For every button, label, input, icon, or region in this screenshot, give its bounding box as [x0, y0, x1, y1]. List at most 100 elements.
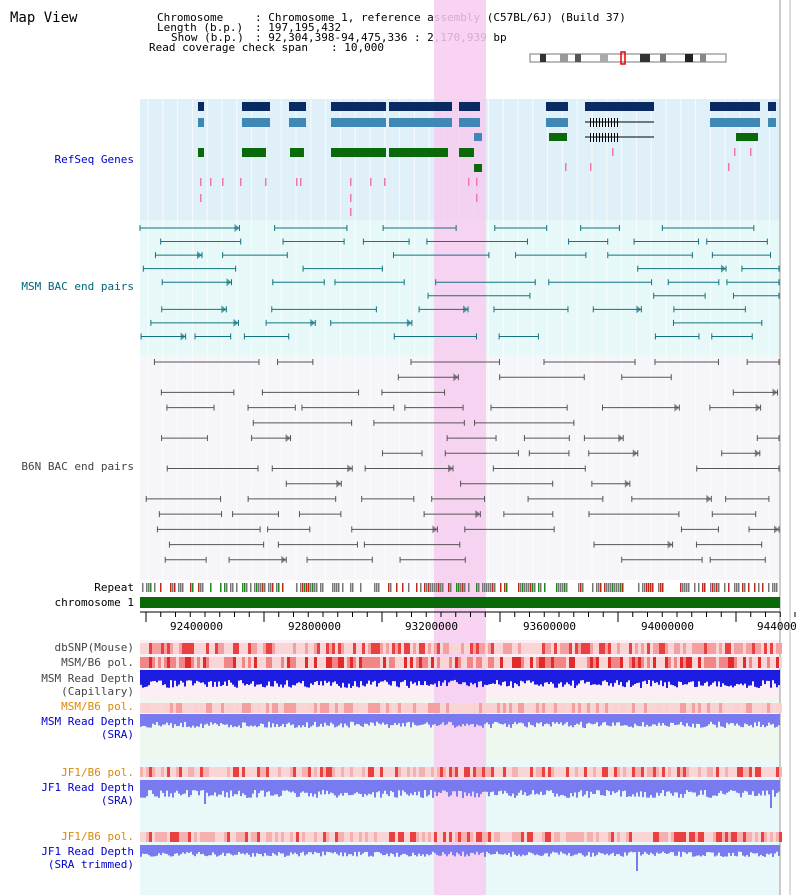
read-depth-bar: [226, 780, 228, 793]
read-depth-bar: [414, 845, 416, 855]
bac-arrow: [406, 318, 412, 327]
polymorphism-cell: [488, 767, 491, 777]
track-label-msm-bac[interactable]: MSM BAC end pairs: [21, 280, 134, 293]
read-depth-bar: [736, 780, 738, 793]
polymorphism-cell: [761, 767, 764, 777]
gene-exon: [459, 148, 474, 157]
read-depth-bar: [306, 714, 308, 723]
polymorphism-cell: [578, 767, 581, 777]
bac-arrow: [754, 449, 760, 458]
polymorphism-cell: [314, 832, 317, 842]
read-depth-bar: [510, 714, 512, 728]
polymorphism-cell: [566, 703, 569, 713]
read-depth-bar: [312, 780, 314, 797]
read-depth-bar: [466, 714, 468, 724]
polymorphism-cell: [479, 767, 482, 777]
polymorphism-cell: [185, 657, 188, 668]
map-view-title: Map View: [10, 10, 78, 26]
read-depth-bar: [662, 845, 664, 852]
polymorphism-cell: [422, 657, 425, 668]
polymorphism-cell: [242, 832, 245, 842]
polymorphism-cell: [461, 832, 464, 842]
polymorphism-cell: [521, 657, 524, 668]
read-depth-bar: [540, 670, 542, 685]
read-depth-bar: [224, 670, 226, 682]
polymorphism-cell: [149, 643, 152, 654]
read-depth-bar: [200, 670, 202, 683]
read-depth-bar: [466, 780, 468, 796]
polymorphism-cell: [215, 657, 218, 668]
read-depth-bar: [520, 845, 522, 857]
read-depth-bar: [160, 714, 162, 727]
polymorphism-cell: [539, 703, 542, 713]
read-depth-bar: [714, 780, 716, 796]
read-depth-bar: [690, 780, 692, 792]
read-depth-bar: [480, 845, 482, 853]
polymorphism-cell: [686, 703, 689, 713]
repeat-block: [150, 583, 152, 592]
read-depth-bar: [704, 780, 706, 791]
repeat-block: [460, 583, 462, 592]
read-depth-bar: [452, 670, 454, 681]
polymorphism-cell: [305, 657, 308, 668]
read-depth-bar: [180, 714, 182, 723]
read-depth-bar: [316, 714, 318, 728]
repeat-block: [148, 583, 150, 592]
polymorphism-cell: [263, 832, 266, 842]
read-depth-bar: [562, 845, 564, 854]
read-depth-bar: [312, 714, 314, 726]
polymorphism-cell: [251, 657, 254, 668]
polymorphism-cell: [509, 643, 512, 654]
polymorphism-cell: [365, 703, 368, 713]
read-depth-bar: [676, 845, 678, 856]
read-depth-bar: [200, 780, 202, 791]
repeat-block: [638, 583, 640, 592]
read-depth-bar: [468, 714, 470, 726]
read-depth-bar: [762, 714, 764, 725]
read-depth-bar: [590, 845, 592, 857]
repeat-block: [564, 583, 566, 592]
read-depth-bar: [336, 670, 338, 684]
read-depth-bar: [146, 670, 148, 687]
polymorphism-cell: [578, 703, 581, 713]
ideogram-band: [540, 54, 546, 62]
read-depth-bar: [632, 845, 634, 853]
read-depth-bar: [346, 670, 348, 688]
read-depth-bar: [216, 714, 218, 725]
polymorphism-cell: [482, 832, 485, 842]
polymorphism-cell: [494, 832, 497, 842]
read-depth-bar: [356, 780, 358, 793]
read-depth-bar: [574, 714, 576, 725]
read-depth-bar: [390, 714, 392, 726]
track-label-b6n-bac[interactable]: B6N BAC end pairs: [21, 460, 134, 473]
read-depth-bar: [340, 845, 342, 853]
polymorphism-cell: [605, 657, 608, 668]
read-depth-bar: [674, 780, 676, 793]
read-depth-bar: [292, 845, 294, 855]
read-depth-bar: [418, 845, 420, 854]
refseq-marker: [565, 163, 567, 171]
read-depth-bar: [586, 845, 588, 856]
polymorphism-cell: [662, 703, 665, 713]
repeat-block: [560, 583, 562, 592]
repeat-block: [558, 583, 560, 592]
read-depth-bar: [522, 780, 524, 795]
polymorphism-cell: [740, 767, 743, 777]
read-depth-bar: [568, 780, 570, 798]
read-depth-bar: [594, 670, 596, 685]
read-depth-bar: [182, 780, 184, 795]
polymorphism-cell: [578, 657, 581, 668]
polymorphism-cell: [485, 703, 488, 713]
track-label-refseq[interactable]: RefSeq Genes: [54, 153, 134, 166]
polymorphism-cell: [434, 643, 437, 654]
read-depth-bar: [544, 670, 546, 683]
read-depth-bar: [578, 670, 580, 684]
polymorphism-cell: [245, 832, 248, 842]
repeat-block: [776, 583, 778, 592]
read-depth-bar: [502, 845, 504, 855]
read-depth-bar: [476, 714, 478, 725]
read-depth-bar: [294, 780, 296, 794]
repeat-block: [504, 583, 506, 592]
read-depth-bar: [534, 780, 536, 795]
